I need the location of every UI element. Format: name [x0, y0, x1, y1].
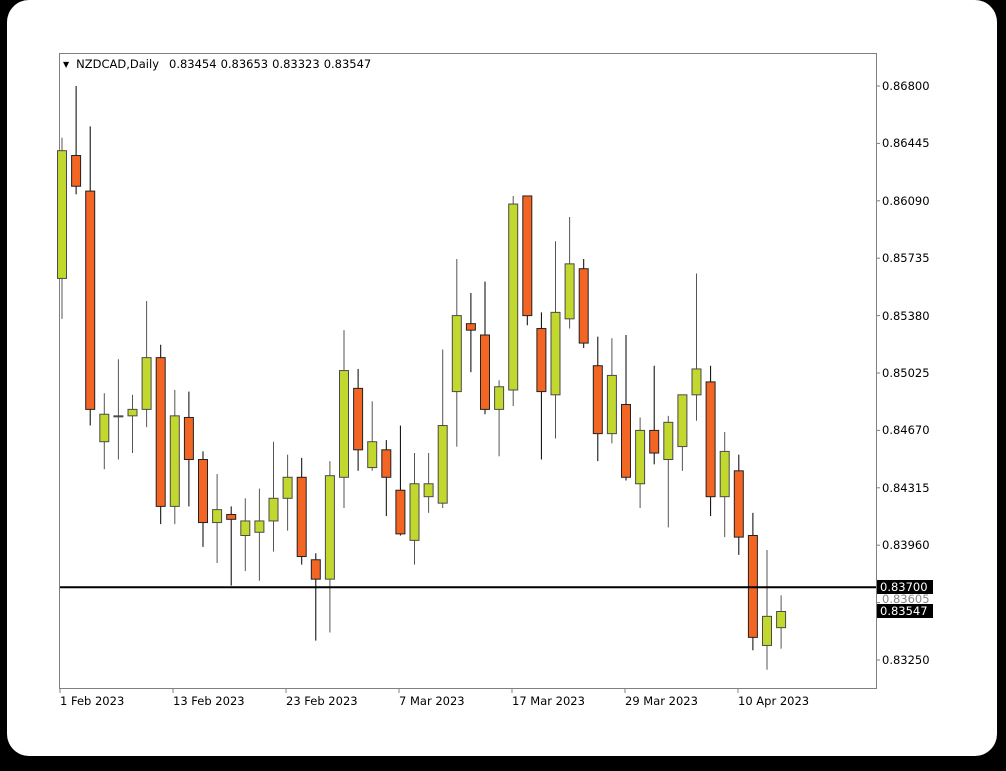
price-tick-label: 0.83960 — [882, 538, 930, 553]
candle — [324, 461, 335, 633]
candle — [592, 336, 603, 462]
date-tick-label: 29 Mar 2023 — [625, 694, 698, 708]
candle — [762, 550, 772, 670]
candle — [451, 259, 462, 447]
hline-price-tag: 0.83700 — [877, 580, 933, 594]
candle — [733, 454, 744, 555]
candle — [381, 440, 392, 517]
candle — [367, 401, 378, 471]
ohlc-low: 0.83323 — [272, 57, 320, 71]
price-tick-label: 0.84670 — [882, 423, 930, 438]
candle — [776, 595, 787, 649]
price-tick-label: 0.86445 — [882, 136, 930, 151]
chart-title-bar: ▼ NZDCAD,Daily 0.83454 0.83653 0.83323 0… — [63, 57, 371, 71]
price-tick-label: 0.86090 — [882, 193, 930, 208]
date-tick-label: 23 Feb 2023 — [286, 694, 358, 708]
candle — [747, 512, 758, 651]
date-tick-label: 17 Mar 2023 — [512, 694, 585, 708]
date-tick-label: 13 Feb 2023 — [173, 694, 245, 708]
candle — [649, 365, 660, 465]
candle — [522, 195, 533, 326]
candle — [480, 281, 490, 415]
candle — [395, 425, 406, 536]
candle — [578, 259, 589, 348]
price-tick-label: 0.86800 — [882, 79, 930, 93]
candle — [57, 137, 67, 319]
candle — [169, 389, 180, 525]
price-tick-label: 0.84315 — [882, 480, 930, 495]
candle — [268, 441, 279, 552]
dropdown-triangle-icon[interactable]: ▼ — [63, 59, 70, 69]
candle — [536, 312, 547, 460]
last-price-tag: 0.83547 — [877, 604, 933, 618]
candle — [254, 488, 265, 581]
chart-plot-area[interactable] — [59, 53, 877, 689]
date-tick-label: 10 Apr 2023 — [738, 694, 810, 708]
date-tick-label: 7 Mar 2023 — [399, 694, 465, 708]
candle — [437, 349, 448, 509]
candle — [606, 338, 617, 444]
candle — [409, 453, 420, 565]
candle — [212, 474, 223, 563]
price-tick-label: 0.83605 — [882, 591, 930, 606]
ohlc-high: 0.83653 — [220, 57, 269, 71]
candle — [621, 335, 631, 481]
candle — [550, 241, 561, 439]
candle — [339, 330, 349, 509]
candle — [71, 86, 82, 195]
candle — [155, 344, 166, 525]
candle — [240, 498, 251, 572]
candle — [494, 380, 505, 457]
ohlc-open: 0.83454 — [169, 57, 217, 71]
candle — [310, 553, 321, 641]
candle — [705, 365, 716, 517]
candle — [691, 273, 702, 421]
candle — [465, 292, 476, 373]
date-tick-label: 1 Feb 2023 — [60, 694, 125, 708]
ohlc-close: 0.83547 — [323, 57, 372, 71]
symbol-timeframe: NZDCAD,Daily — [76, 57, 159, 71]
candle — [663, 415, 674, 528]
candle — [677, 394, 688, 471]
candle — [719, 432, 730, 538]
candle — [198, 451, 208, 547]
candle — [282, 454, 293, 531]
candle — [226, 506, 237, 586]
price-tick-label: 0.85380 — [882, 308, 930, 323]
candle — [564, 216, 575, 329]
candle — [296, 457, 307, 565]
candle — [85, 126, 96, 426]
candle — [99, 393, 110, 470]
candle — [353, 368, 364, 471]
candle — [113, 359, 124, 460]
candle — [508, 195, 519, 407]
candle — [635, 417, 646, 509]
price-tick-label: 0.85735 — [882, 251, 930, 266]
price-tick-label: 0.85025 — [882, 366, 930, 380]
candle — [183, 391, 194, 507]
price-tick-label: 0.83250 — [882, 653, 930, 667]
candle — [423, 453, 434, 513]
candle — [127, 394, 138, 454]
candle — [141, 301, 152, 428]
